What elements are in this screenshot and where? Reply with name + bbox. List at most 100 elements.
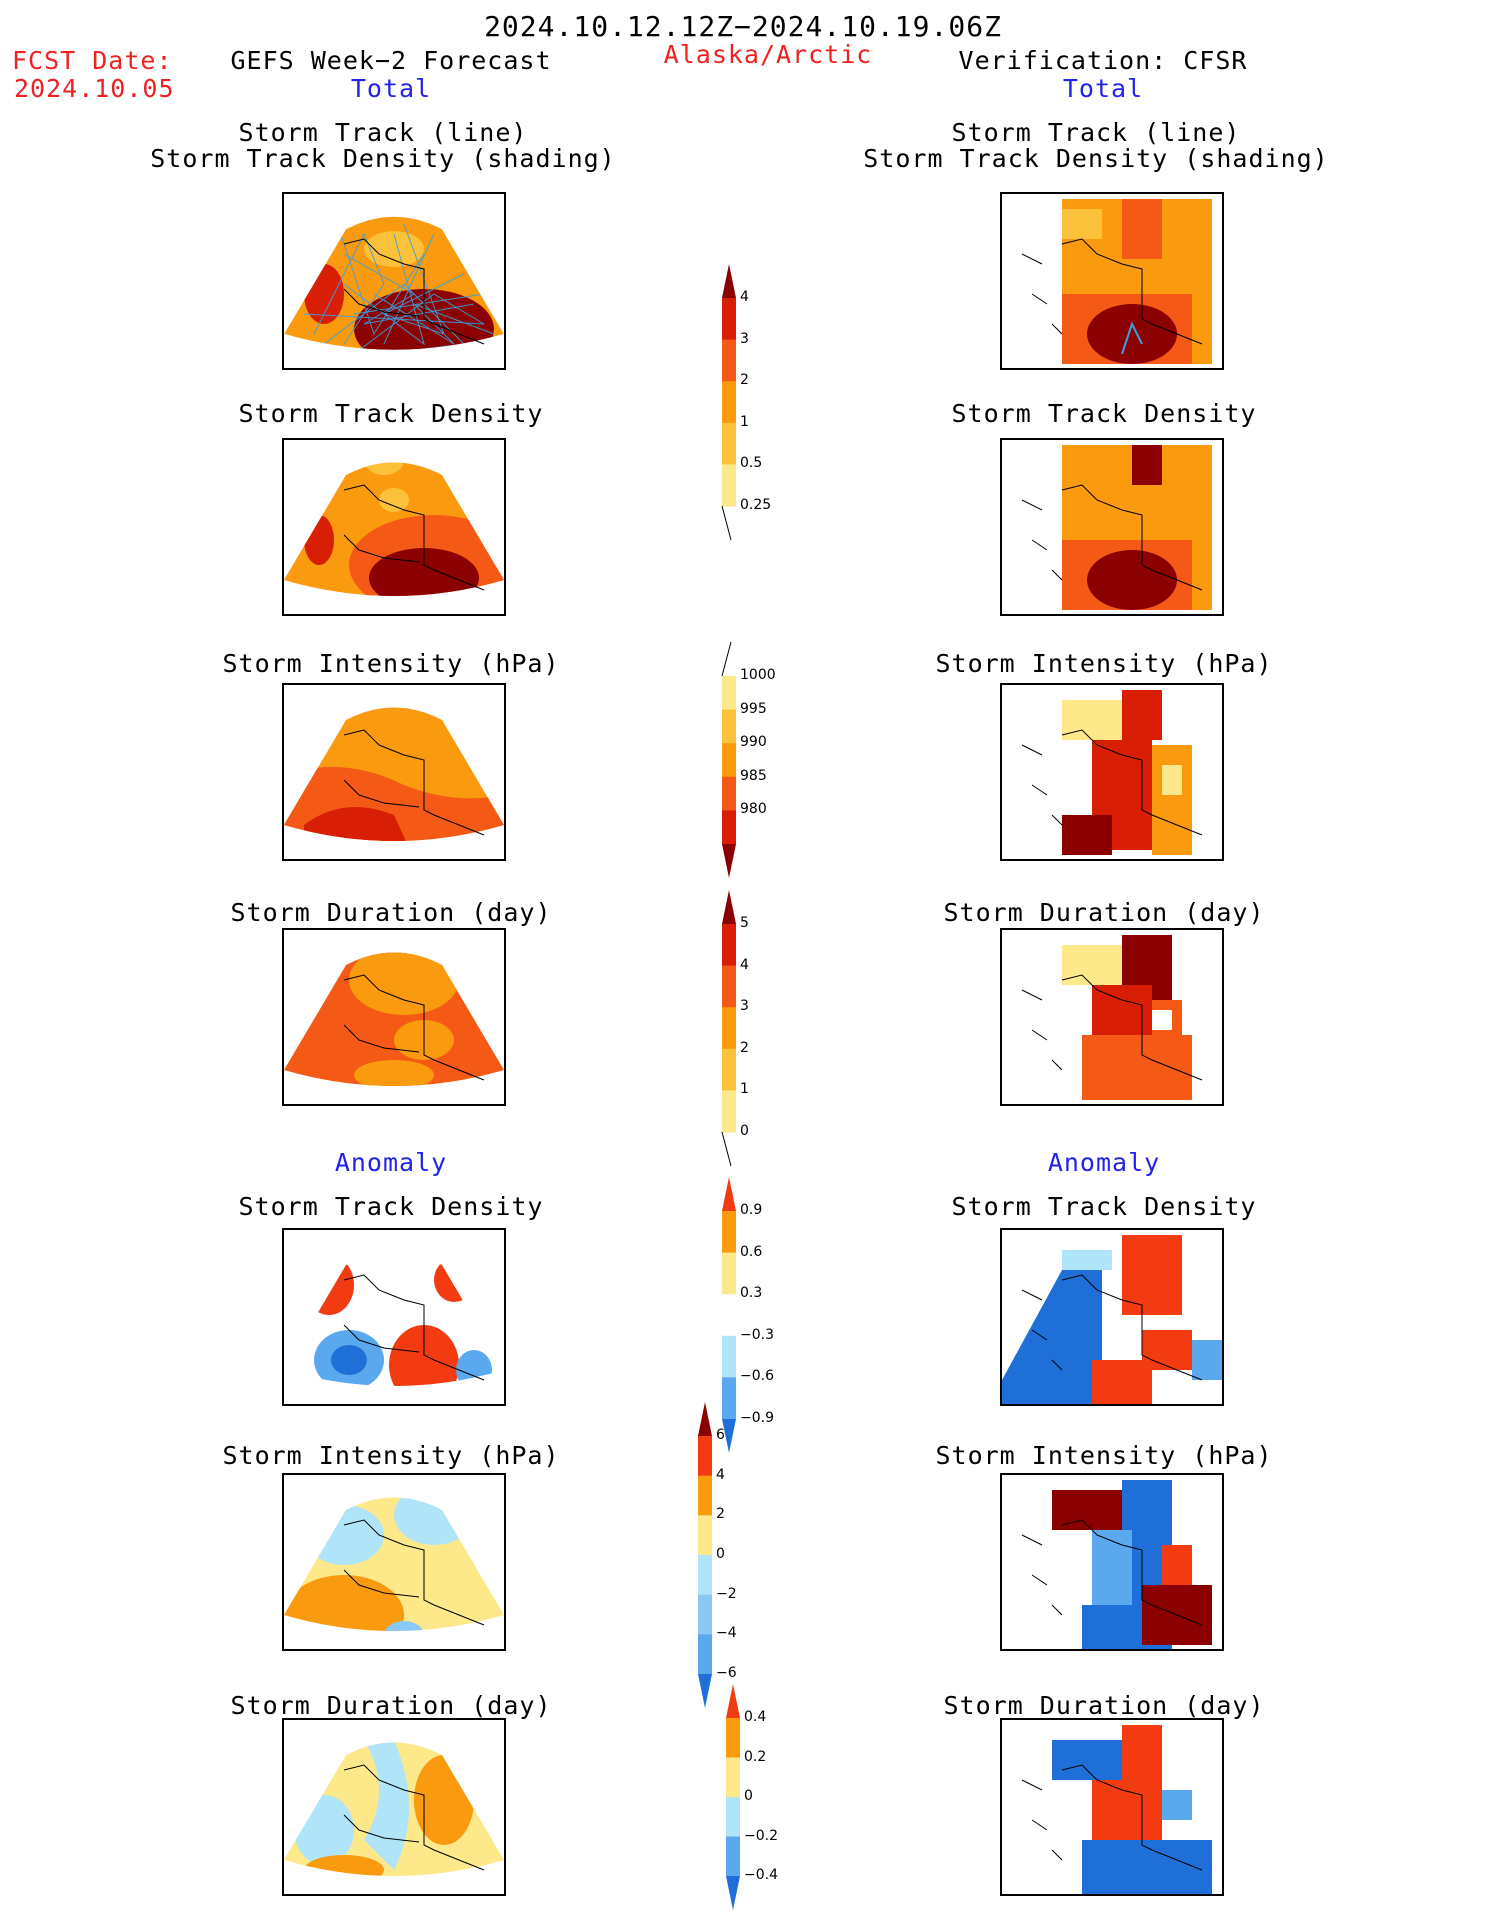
verification-density-map bbox=[1000, 438, 1224, 616]
density-title-left: Storm Track Density bbox=[238, 399, 544, 428]
colorbar-segment bbox=[722, 339, 736, 382]
colorbar-tick-label: 1000 bbox=[740, 667, 776, 683]
verification-title: Verification: CFSR bbox=[958, 46, 1248, 75]
colorbar-tick-label: 990 bbox=[740, 734, 767, 751]
colorbar-tick-label: 1 bbox=[740, 1081, 749, 1098]
colorbar-tick-label: −2 bbox=[716, 1585, 737, 1602]
colorbar-tick-label: 0 bbox=[716, 1546, 725, 1562]
verification-duration-anomaly-map bbox=[1000, 1718, 1224, 1896]
forecast-intensity-anomaly-map bbox=[282, 1473, 506, 1651]
colorbar-intensity-anomaly: 6 4 2 0 −2 −4 −6 bbox=[694, 1400, 764, 1710]
colorbar-segment bbox=[726, 1797, 740, 1837]
colorbar-segment bbox=[698, 1515, 712, 1556]
colorbar-tick-label: 4 bbox=[740, 956, 749, 973]
colorbar-tick-label: 980 bbox=[740, 801, 767, 818]
colorbar-tick-label: −4 bbox=[716, 1625, 737, 1642]
anom-density-title-left: Storm Track Density bbox=[238, 1192, 544, 1221]
colorbar-tick-label: 0.4 bbox=[744, 1709, 767, 1725]
colorbar-tick-label: −0.3 bbox=[740, 1326, 774, 1343]
colorbar-tick-label: 2 bbox=[716, 1506, 725, 1523]
colorbar-segment bbox=[722, 965, 736, 1008]
verification-intensity-map bbox=[1000, 683, 1224, 861]
colorbar-tick-label: 3 bbox=[740, 330, 749, 347]
colorbar-tick-label: 995 bbox=[740, 700, 767, 717]
track-shading-title-left: Storm Track Density (shading) bbox=[150, 144, 616, 173]
colorbar-tick-label: −0.2 bbox=[744, 1827, 778, 1844]
colorbar-segment bbox=[722, 381, 736, 424]
colorbar-tick-label: 4 bbox=[740, 289, 749, 305]
anomaly-label-left: Anomaly bbox=[334, 1148, 448, 1177]
colorbar-bottom-arrow bbox=[722, 844, 736, 878]
forecast-duration-map bbox=[282, 928, 506, 1106]
verification-track-map bbox=[1000, 192, 1224, 370]
forecast-track-map bbox=[282, 192, 506, 370]
colorbar-bottom-arrow bbox=[726, 1876, 740, 1910]
colorbar-tick-label: 0.9 bbox=[740, 1202, 763, 1218]
colorbar-top-line bbox=[721, 641, 732, 677]
colorbar-segment bbox=[722, 1252, 736, 1295]
model-title: GEFS Week−2 Forecast bbox=[230, 46, 552, 75]
colorbar-tick-label: 1 bbox=[740, 413, 749, 430]
colorbar-tick-label: 2 bbox=[740, 1039, 749, 1056]
total-label-right: Total bbox=[1062, 74, 1144, 103]
colorbar-tick-label: −0.4 bbox=[744, 1867, 778, 1883]
colorbar-density-total: 4 3 2 1 0.5 0.25 bbox=[718, 262, 788, 542]
verification-density-anomaly-map bbox=[1000, 1228, 1224, 1406]
total-label-left: Total bbox=[350, 74, 432, 103]
duration-title-right: Storm Duration (day) bbox=[943, 898, 1265, 927]
forecast-period-title: 2024.10.12.12Z−2024.10.19.06Z bbox=[484, 10, 1002, 43]
intensity-title-left: Storm Intensity (hPa) bbox=[222, 649, 560, 678]
colorbar-top-arrow bbox=[726, 1684, 740, 1718]
colorbar-top-arrow bbox=[722, 264, 736, 298]
anom-duration-title-right: Storm Duration (day) bbox=[943, 1691, 1265, 1720]
verification-intensity-anomaly-map bbox=[1000, 1473, 1224, 1651]
colorbar-segment bbox=[726, 1757, 740, 1798]
colorbar-tick-label: 0.25 bbox=[740, 497, 772, 513]
colorbar-segment bbox=[722, 1294, 736, 1337]
colorbar-segment bbox=[722, 810, 736, 845]
colorbar-segment bbox=[722, 1377, 736, 1420]
colorbar-segment bbox=[698, 1475, 712, 1516]
intensity-title-right: Storm Intensity (hPa) bbox=[935, 649, 1273, 678]
colorbar-segment bbox=[722, 1211, 736, 1254]
colorbar-segment bbox=[698, 1594, 712, 1635]
colorbar-density-anomaly: 0.9 0.6 0.3 −0.3 −0.6 −0.9 bbox=[718, 1175, 788, 1455]
colorbar-tick-label: 0.5 bbox=[740, 455, 763, 472]
anom-density-title-right: Storm Track Density bbox=[951, 1192, 1257, 1221]
colorbar-duration-anomaly: 0.4 0.2 0 −0.2 −0.4 bbox=[722, 1682, 792, 1912]
colorbar-segment bbox=[698, 1634, 712, 1675]
forecast-intensity-map bbox=[282, 683, 506, 861]
forecast-duration-anomaly-map bbox=[282, 1718, 506, 1896]
colorbar-tick-label: 5 bbox=[740, 915, 749, 931]
colorbar-segment bbox=[722, 709, 736, 744]
colorbar-bottom-arrow bbox=[698, 1674, 712, 1708]
colorbar-duration-total: 5 4 3 2 1 0 bbox=[718, 888, 788, 1168]
colorbar-segment bbox=[722, 1090, 736, 1133]
anomaly-label-right: Anomaly bbox=[1047, 1148, 1161, 1177]
colorbar-bottom-arrow bbox=[722, 1419, 736, 1453]
colorbar-tick-label: −0.9 bbox=[740, 1410, 774, 1426]
colorbar-segment bbox=[722, 464, 736, 507]
duration-title-left: Storm Duration (day) bbox=[230, 898, 552, 927]
colorbar-tick-label: −0.6 bbox=[740, 1368, 774, 1385]
forecast-density-anomaly-map bbox=[282, 1228, 506, 1406]
region-title: Alaska/Arctic bbox=[663, 40, 873, 69]
verification-duration-map bbox=[1000, 928, 1224, 1106]
colorbar-segment bbox=[722, 743, 736, 778]
anom-intensity-title-left: Storm Intensity (hPa) bbox=[222, 1441, 560, 1470]
track-shading-title-right: Storm Track Density (shading) bbox=[863, 144, 1329, 173]
colorbar-segment bbox=[722, 676, 736, 711]
colorbar-tick-label: 0.3 bbox=[740, 1285, 763, 1302]
colorbar-segment bbox=[722, 776, 736, 811]
fcst-date-label: FCST Date: bbox=[12, 46, 173, 75]
colorbar-segment bbox=[698, 1436, 712, 1477]
colorbar-tick-label: 0 bbox=[740, 1123, 749, 1139]
track-line-title-right: Storm Track (line) bbox=[951, 118, 1241, 147]
colorbar-segment bbox=[722, 298, 736, 341]
colorbar-tick-label: 2 bbox=[740, 372, 749, 389]
anom-duration-title-left: Storm Duration (day) bbox=[230, 1691, 552, 1720]
colorbar-segment bbox=[722, 422, 736, 465]
colorbar-tick-label: 0.2 bbox=[744, 1748, 767, 1765]
colorbar-bottom-line bbox=[721, 1131, 732, 1167]
forecast-density-map bbox=[282, 438, 506, 616]
